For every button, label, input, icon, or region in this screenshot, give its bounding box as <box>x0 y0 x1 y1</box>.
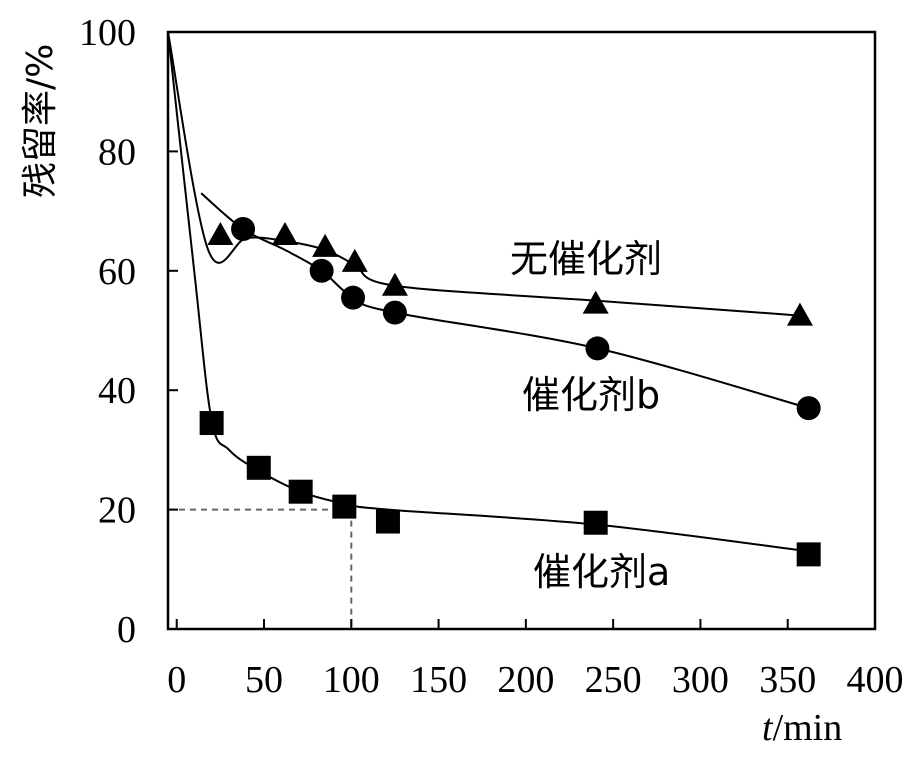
y-axis-label: 残留率/% <box>20 44 61 198</box>
y-tick-label: 80 <box>98 131 136 173</box>
circle-marker <box>382 300 407 325</box>
circle-marker <box>341 285 366 310</box>
triangle-marker <box>582 290 609 314</box>
triangle-marker <box>381 272 408 296</box>
square-marker <box>246 455 271 480</box>
y-tick-label: 20 <box>98 490 136 532</box>
x-tick-label: 0 <box>167 659 186 701</box>
series-line-b <box>200 192 809 410</box>
x-tick-label: 100 <box>323 659 380 701</box>
y-tick-label: 40 <box>98 370 136 412</box>
triangle-marker <box>207 221 234 245</box>
square-marker <box>332 494 357 519</box>
x-axis-label-unit: /min <box>773 707 843 749</box>
y-tick-label: 0 <box>117 609 136 651</box>
x-tick-label: 350 <box>759 659 816 701</box>
circle-marker <box>585 336 610 361</box>
series-label-a: 催化剂a <box>533 550 670 594</box>
triangle-marker <box>341 248 368 272</box>
triangle-marker <box>786 302 813 326</box>
square-marker <box>375 509 400 534</box>
circle-marker <box>309 258 334 283</box>
triangle-marker <box>271 221 298 245</box>
x-tick-label: 300 <box>672 659 729 701</box>
square-marker <box>288 479 313 504</box>
x-tick-label: 50 <box>245 659 283 701</box>
series-markers <box>199 217 821 567</box>
circle-marker <box>231 217 256 242</box>
y-tick-label: 100 <box>79 12 136 54</box>
plot-frame <box>166 30 877 631</box>
x-tick-label: 150 <box>410 659 467 701</box>
x-tick-label: 200 <box>497 659 554 701</box>
square-marker <box>583 510 608 535</box>
series-line-none <box>167 31 801 317</box>
y-axis-ticks: 0 20 40 60 80 100 <box>79 12 178 651</box>
square-marker <box>796 542 821 567</box>
series-label-none: 无催化剂 <box>510 237 662 281</box>
square-marker <box>199 411 224 436</box>
x-tick-label: 250 <box>585 659 642 701</box>
x-axis-label-var: t <box>762 707 774 749</box>
x-axis-label: t/min <box>762 707 842 749</box>
series-line-a <box>167 31 809 553</box>
x-axis-ticks: 0 50 100 150 200 250 300 350 400 <box>167 619 904 701</box>
y-tick-label: 60 <box>98 251 136 293</box>
reference-lines <box>168 508 353 629</box>
triangle-marker <box>312 233 339 257</box>
series-label-b: 催化剂b <box>522 373 660 417</box>
circle-marker <box>796 396 821 421</box>
x-tick-label: 400 <box>847 659 904 701</box>
